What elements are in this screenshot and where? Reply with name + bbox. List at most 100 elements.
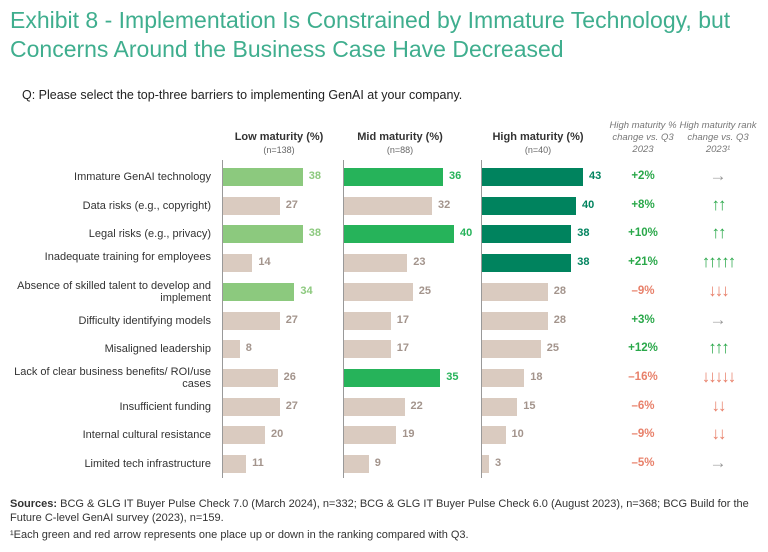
bar bbox=[223, 282, 295, 301]
axis-line bbox=[481, 160, 482, 478]
rank-change-arrows: ↑↑↑↑↑ bbox=[701, 252, 737, 272]
series-n: (n=40) bbox=[524, 145, 552, 155]
pct-change: –9% bbox=[631, 428, 655, 441]
bar bbox=[482, 426, 506, 445]
rank-change-arrows: → bbox=[709, 166, 727, 185]
category-label: Inadequate training for employees bbox=[44, 251, 211, 264]
bar bbox=[344, 282, 413, 301]
pct-change: +21% bbox=[628, 256, 658, 269]
data-label: 8 bbox=[245, 342, 252, 355]
data-label: 3 bbox=[495, 457, 502, 469]
bar bbox=[223, 311, 280, 330]
data-label: 25 bbox=[418, 284, 431, 297]
bar bbox=[344, 397, 405, 416]
series-header: Low maturity (%) (n=138) bbox=[214, 131, 344, 155]
data-label: 28 bbox=[553, 313, 567, 326]
sources-label: Sources: bbox=[10, 498, 58, 510]
axis-line bbox=[343, 160, 344, 478]
series-n: (n=88) bbox=[386, 145, 414, 155]
bar bbox=[223, 426, 265, 445]
bar bbox=[482, 397, 518, 416]
bar bbox=[223, 196, 280, 215]
category-label: Immature GenAI technology bbox=[74, 171, 211, 183]
category-label: Limited tech infrastructure bbox=[84, 458, 211, 470]
data-label: 38 bbox=[308, 227, 322, 240]
rank-change-arrows: ↑↑↑ bbox=[708, 338, 730, 358]
data-label: 11 bbox=[252, 457, 264, 469]
data-label: 17 bbox=[396, 313, 409, 326]
rank-change-arrows: → bbox=[709, 309, 727, 329]
data-label: 36 bbox=[449, 170, 462, 182]
bar bbox=[482, 196, 576, 215]
data-label: 32 bbox=[438, 198, 451, 211]
bar bbox=[223, 225, 303, 244]
data-label: 20 bbox=[271, 428, 284, 441]
bar bbox=[482, 168, 584, 186]
data-label: 23 bbox=[413, 256, 426, 269]
pct-change: –16% bbox=[628, 370, 658, 383]
rank-change-arrows: → bbox=[709, 453, 727, 472]
rank-change-arrows: ↑↑ bbox=[711, 223, 727, 243]
bar bbox=[344, 168, 443, 186]
bar bbox=[223, 397, 280, 416]
bar bbox=[223, 368, 278, 387]
rank-change-arrows: ↓↓↓ bbox=[708, 280, 730, 300]
data-label: 38 bbox=[577, 227, 590, 240]
bar bbox=[344, 455, 369, 473]
data-label: 27 bbox=[285, 313, 298, 326]
bar bbox=[482, 225, 572, 244]
bar bbox=[482, 282, 548, 301]
category-label: Insufficient funding bbox=[119, 400, 211, 413]
bar bbox=[344, 311, 391, 330]
data-label: 18 bbox=[530, 370, 543, 383]
pct-change: –6% bbox=[631, 399, 655, 412]
data-label: 26 bbox=[283, 370, 296, 383]
pct-change: +2% bbox=[631, 170, 655, 182]
data-label: 40 bbox=[460, 227, 473, 240]
rank-change-arrows: ↓↓ bbox=[711, 395, 727, 415]
data-label: 22 bbox=[410, 399, 423, 412]
pct-change: +3% bbox=[631, 313, 655, 326]
data-label: 34 bbox=[300, 284, 313, 297]
series-n: (n=138) bbox=[263, 145, 295, 155]
data-label: 27 bbox=[285, 198, 298, 211]
bar bbox=[223, 254, 253, 273]
bar bbox=[344, 340, 391, 359]
sources: Sources: BCG & GLG IT Buyer Pulse Check … bbox=[10, 497, 760, 525]
rank-change-header: High maturity rank change vs. Q3 2023¹ bbox=[679, 120, 757, 155]
bar bbox=[482, 368, 525, 387]
data-label: 19 bbox=[402, 428, 415, 441]
category-label: Absence of skilled talent to develop and… bbox=[17, 279, 211, 304]
bar bbox=[482, 455, 490, 473]
footnote: ¹Each green and red arrow represents one… bbox=[10, 529, 469, 541]
rank-change-arrows: ↓↓ bbox=[711, 424, 727, 444]
bar bbox=[344, 426, 397, 445]
data-label: 17 bbox=[396, 342, 409, 355]
rank-change-arrows: ↑↑ bbox=[711, 194, 727, 214]
series-header: High maturity (%) (n=40) bbox=[473, 131, 603, 155]
pct-change: –9% bbox=[631, 284, 655, 297]
bar bbox=[344, 225, 454, 244]
data-label: 27 bbox=[285, 399, 298, 412]
pct-change: +8% bbox=[631, 198, 655, 211]
pct-change: +10% bbox=[628, 227, 658, 240]
data-label: 38 bbox=[577, 256, 590, 269]
axis-line bbox=[222, 160, 223, 478]
data-label: 10 bbox=[511, 428, 524, 441]
bar bbox=[223, 168, 303, 186]
data-label: 14 bbox=[258, 256, 271, 269]
series-header: Mid maturity (%) (n=88) bbox=[335, 131, 465, 155]
rank-change-arrows: ↓↓↓↓↓ bbox=[701, 366, 737, 386]
category-label: Lack of clear business benefits/ ROI/use… bbox=[14, 365, 211, 390]
bar bbox=[482, 311, 548, 330]
pct-change-header: High maturity % change vs. Q3 2023 bbox=[609, 120, 677, 155]
data-label: 40 bbox=[582, 198, 595, 211]
category-label: Legal risks (e.g., privacy) bbox=[88, 228, 211, 241]
data-label: 43 bbox=[589, 170, 602, 182]
bar bbox=[344, 368, 441, 387]
data-label: 15 bbox=[523, 399, 536, 412]
category-label: Data risks (e.g., copyright) bbox=[82, 199, 211, 212]
bar bbox=[344, 254, 408, 273]
pct-change: –5% bbox=[631, 457, 655, 469]
bar bbox=[223, 455, 247, 473]
